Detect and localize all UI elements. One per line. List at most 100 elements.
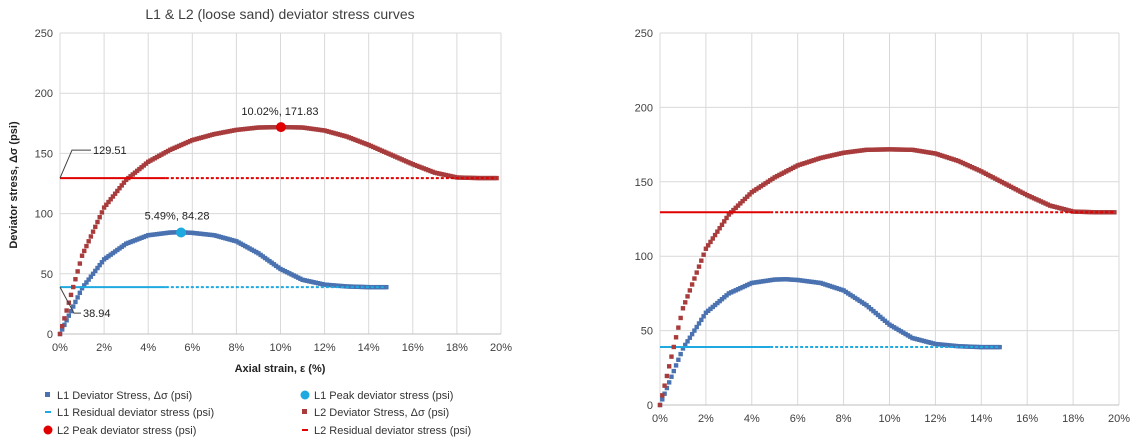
data-point (779, 277, 784, 282)
data-point (112, 249, 118, 254)
data-point (1107, 210, 1113, 215)
data-point (1091, 210, 1096, 215)
data-point (163, 149, 169, 155)
data-point (1036, 198, 1041, 203)
x-tick-label: 16% (402, 342, 424, 354)
data-point (1018, 189, 1023, 194)
data-point (249, 247, 255, 252)
data-point (128, 239, 133, 245)
data-point (1038, 199, 1044, 204)
data-point (1002, 181, 1007, 186)
data-point (218, 234, 224, 240)
data-point (829, 284, 835, 289)
data-point (767, 178, 773, 183)
data-point (678, 351, 683, 357)
data-point (933, 341, 938, 347)
data-point (673, 363, 679, 368)
data-point (141, 234, 146, 240)
data-point (862, 301, 867, 307)
data-point (159, 152, 164, 157)
data-point (1011, 185, 1016, 191)
data-point (258, 125, 263, 130)
data-point (745, 282, 750, 288)
data-point (362, 284, 367, 290)
data-point (227, 237, 232, 242)
x-tick-label: 6% (790, 413, 806, 425)
data-point (216, 131, 221, 136)
data-point (953, 343, 959, 349)
data-point (150, 157, 155, 162)
data-point (388, 152, 393, 157)
data-point (687, 288, 693, 293)
data-point (774, 277, 780, 282)
data-point (972, 344, 977, 350)
data-point (669, 354, 674, 359)
data-point (271, 262, 277, 267)
data-point (864, 147, 869, 153)
data-point (740, 198, 745, 204)
data-point (278, 266, 283, 272)
data-point (671, 344, 676, 350)
data-point (168, 230, 173, 235)
data-point (260, 125, 266, 130)
data-point (786, 277, 791, 282)
data-point (95, 219, 100, 225)
data-point (1022, 191, 1028, 197)
legend-entry: L1 Deviator Stress, Δσ (psi) (45, 390, 192, 402)
data-point (717, 298, 722, 304)
data-point (492, 175, 497, 181)
data-point (924, 149, 929, 155)
data-point (329, 282, 334, 288)
data-point (889, 323, 894, 329)
data-point (967, 344, 973, 349)
data-point (770, 176, 775, 182)
data-point (946, 155, 952, 161)
data-point (86, 239, 91, 244)
data-point (214, 131, 219, 136)
data-point (234, 127, 239, 133)
data-point (115, 247, 120, 253)
legend-label: L2 Residual deviator stress (psi) (314, 425, 471, 437)
data-point (770, 277, 775, 283)
data-point (728, 290, 734, 295)
data-point (123, 177, 129, 183)
data-point (276, 265, 281, 270)
data-point (187, 230, 193, 235)
data-point (800, 161, 805, 167)
data-point (699, 317, 704, 323)
y-tick-label: 250 (35, 28, 53, 40)
data-point (896, 327, 901, 333)
data-point (692, 276, 697, 281)
data-point (185, 230, 191, 235)
x-tick-label: 8% (228, 342, 244, 354)
data-point (804, 160, 810, 165)
data-point (205, 232, 210, 237)
series-0 (657, 277, 1002, 408)
data-point (1054, 205, 1060, 210)
data-point (223, 129, 228, 135)
data-point (60, 323, 65, 329)
data-point (708, 306, 713, 312)
data-point (110, 194, 116, 199)
data-point (694, 324, 699, 330)
data-point (765, 179, 771, 184)
data-point (749, 190, 754, 195)
data-point (820, 281, 826, 286)
data-point (864, 303, 869, 308)
data-point (384, 150, 389, 155)
data-point (304, 125, 310, 131)
data-point (903, 147, 908, 152)
data-point (170, 230, 175, 235)
data-point (88, 234, 94, 239)
data-point (956, 158, 961, 164)
data-point (710, 236, 715, 241)
data-point (190, 230, 195, 236)
data-point (1041, 200, 1046, 205)
data-point (1082, 209, 1087, 215)
data-point (148, 158, 153, 163)
data-point (818, 155, 823, 161)
data-point (786, 167, 791, 173)
data-point (203, 232, 208, 237)
data-point (784, 169, 789, 174)
data-point (726, 291, 732, 296)
